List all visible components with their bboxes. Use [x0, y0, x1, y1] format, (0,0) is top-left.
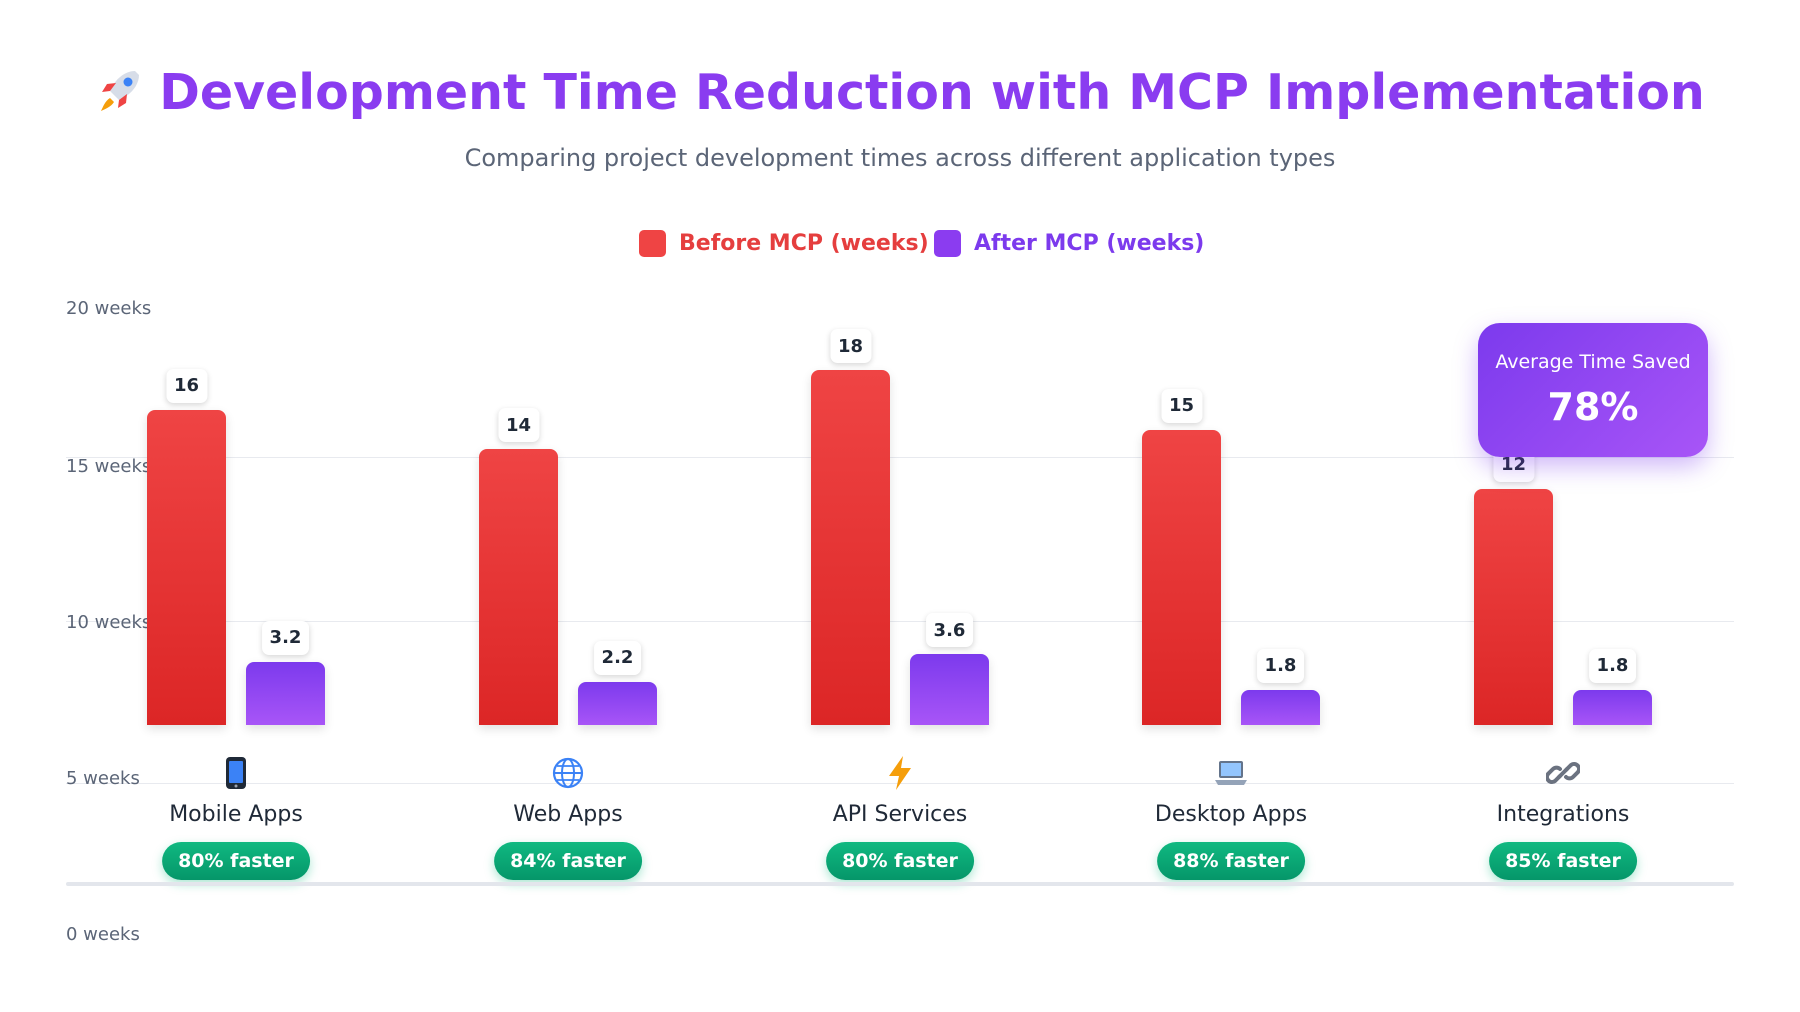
- category-label: Mobile Apps: [169, 802, 303, 827]
- bar-after-mcp: [246, 661, 325, 725]
- category-label: API Services: [832, 802, 968, 827]
- y-tick-label: 15 weeks: [66, 456, 152, 477]
- bar-after-mcp: [1241, 689, 1320, 725]
- link-icon: [1543, 754, 1583, 792]
- rocket-icon: [101, 71, 140, 111]
- legend-swatch-before: [639, 229, 666, 257]
- legend-swatch-after: [934, 229, 961, 257]
- data-label-before: 14: [497, 408, 540, 443]
- speedup-badge: 84% faster: [494, 842, 642, 880]
- data-label-after: 2.2: [593, 640, 642, 675]
- bar-after-mcp: [1573, 689, 1652, 725]
- chart-title-row: Development Time Reduction with MCP Impl…: [0, 64, 1800, 121]
- average-time-saved-value: 78%: [1547, 385, 1639, 429]
- average-time-saved-label: Average Time Saved: [1495, 351, 1691, 373]
- data-label-before: 16: [165, 368, 208, 403]
- lightning-icon: [880, 754, 920, 792]
- bar-before-mcp: [479, 449, 558, 725]
- data-label-after: 3.2: [261, 620, 310, 655]
- globe-icon: [548, 754, 588, 792]
- speedup-badge: 85% faster: [1489, 842, 1637, 880]
- y-tick-label: 20 weeks: [66, 298, 152, 319]
- category-label: Desktop Apps: [1154, 802, 1308, 827]
- gridline: [66, 621, 1734, 622]
- bar-before-mcp: [1474, 488, 1553, 725]
- bar-after-mcp: [910, 654, 989, 725]
- data-label-after: 3.6: [925, 613, 974, 648]
- bar-before-mcp: [811, 370, 890, 725]
- legend-label-before: Before MCP (weeks): [679, 230, 929, 256]
- data-label-after: 1.8: [1588, 648, 1637, 683]
- y-tick-label: 0 weeks: [66, 924, 140, 945]
- y-tick-label: 5 weeks: [66, 768, 140, 789]
- legend-item-after: After MCP (weeks): [934, 228, 1204, 258]
- laptop-icon: [1211, 754, 1251, 792]
- category-label: Integrations: [1496, 802, 1630, 827]
- x-axis-line: [66, 882, 1734, 886]
- y-tick-label: 10 weeks: [66, 612, 152, 633]
- mobile-phone-icon: [216, 754, 256, 792]
- legend-item-before: Before MCP (weeks): [639, 228, 929, 258]
- speedup-badge: 80% faster: [162, 842, 310, 880]
- category-label: Web Apps: [513, 802, 623, 827]
- gridline: [66, 457, 1734, 458]
- chart-subtitle: Comparing project development times acro…: [464, 144, 1336, 172]
- speedup-badge: 80% faster: [826, 842, 974, 880]
- data-label-before: 15: [1160, 388, 1203, 423]
- bar-after-mcp: [578, 681, 657, 725]
- speedup-badge: 88% faster: [1157, 842, 1305, 880]
- average-time-saved-card: Average Time Saved 78%: [1478, 323, 1708, 457]
- bar-before-mcp: [1142, 429, 1221, 725]
- bar-before-mcp: [147, 409, 226, 725]
- chart-title: Development Time Reduction with MCP Impl…: [159, 64, 1705, 121]
- data-label-before: 18: [829, 329, 872, 364]
- data-label-after: 1.8: [1256, 648, 1305, 683]
- legend-label-after: After MCP (weeks): [974, 230, 1205, 256]
